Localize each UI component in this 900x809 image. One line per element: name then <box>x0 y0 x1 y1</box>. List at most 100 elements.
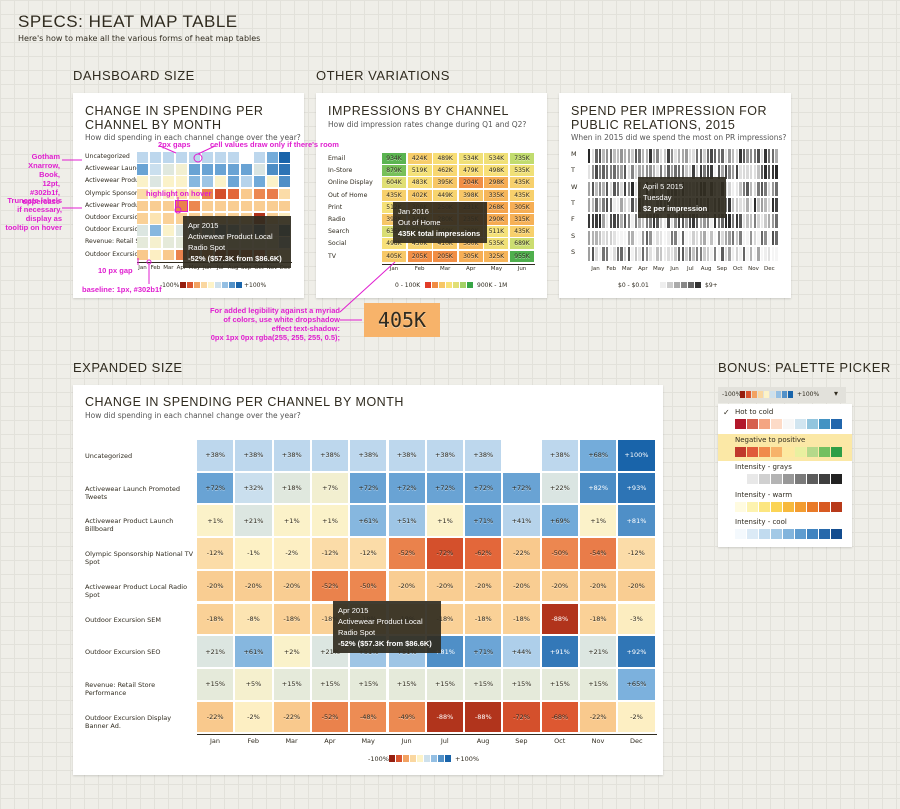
tooltip-label: Tuesday <box>643 193 672 202</box>
barcode-bar <box>609 165 612 180</box>
heat-cell <box>253 200 265 212</box>
annotation: Truncate labels if necessary, display as… <box>5 196 62 232</box>
barcode-bar <box>634 230 638 245</box>
legend-high: 900K - 1M <box>477 282 508 289</box>
legend-swatch <box>771 474 782 484</box>
heat-cell: +15% <box>350 668 387 700</box>
barcode-bar <box>663 165 666 180</box>
heat-cell <box>162 237 174 248</box>
barcode-bar <box>591 149 594 163</box>
legend-swatch <box>431 755 437 762</box>
annotation: highlight on hover <box>146 189 212 198</box>
heat-cell: +15% <box>503 668 540 700</box>
barcode-bar <box>685 165 688 180</box>
barcode-bar <box>732 214 735 229</box>
heat-cell <box>137 237 148 248</box>
barcode-bar <box>681 246 684 261</box>
barcode-bar <box>606 246 609 261</box>
legend-swatch <box>771 529 782 539</box>
heat-cell: 205K <box>407 250 432 262</box>
legend-low: -100% <box>160 282 180 289</box>
heat-cell: +7% <box>311 472 349 504</box>
barcode-bar <box>620 181 623 196</box>
heat-cell: 268K <box>484 201 509 213</box>
barcode-bar <box>760 149 764 163</box>
heat-cell: -20% <box>541 570 578 602</box>
heat-cell: +92% <box>618 636 655 667</box>
barcode-bar <box>606 181 609 196</box>
legend-swatch <box>771 446 782 457</box>
legend-low: $0 - $0.01 <box>618 282 649 289</box>
heat-cell <box>149 200 161 212</box>
barcode-bar <box>616 197 620 212</box>
heat-cell <box>266 200 278 212</box>
dropdown: ✓ Hot to cold Negative to positive Intensit… <box>718 404 852 547</box>
barcode-bar <box>656 214 659 229</box>
palette-option[interactable]: Intensity - cool <box>735 518 787 526</box>
heat-cell: +15% <box>541 668 578 700</box>
barcode-bar <box>742 149 746 163</box>
heat-cell <box>188 164 200 175</box>
column-label: Aug <box>700 266 712 272</box>
barcode-bar <box>634 165 638 180</box>
column-label: Apr <box>176 265 187 271</box>
barcode-bar <box>624 181 627 196</box>
barcode-bar <box>764 197 767 212</box>
barcode-bar <box>613 181 616 196</box>
barcode-bar <box>757 197 760 212</box>
heat-cell <box>503 440 540 471</box>
row-label: Activewear Product Local Radio Spot <box>85 582 188 599</box>
barcode-bar <box>692 165 695 180</box>
heat-cell: +61% <box>350 505 387 537</box>
heat-cell: +72% <box>197 472 234 504</box>
column-label: Apr <box>466 266 476 272</box>
palette-option[interactable]: Intensity - grays <box>735 463 792 471</box>
heat-cell: +38% <box>235 440 272 471</box>
heat-cell: -3% <box>618 603 655 635</box>
heat-cell: -20% <box>503 570 540 602</box>
barcode-bar <box>735 230 738 245</box>
barcode-bar <box>728 149 731 163</box>
barcode-bar <box>717 214 720 229</box>
barcode-bar <box>768 246 771 261</box>
legend-swatch <box>783 446 794 457</box>
palette-option[interactable]: Intensity - warm <box>735 490 793 499</box>
row-label: Olympic Sponsorship National TV Spot <box>85 550 194 567</box>
barcode-bar <box>714 246 717 261</box>
barcode-bar <box>591 181 594 196</box>
annotation: For added legibility against a myriad of… <box>209 306 340 333</box>
heat-cell: -1% <box>235 538 272 569</box>
barcode-bar <box>609 214 612 229</box>
heat-cell <box>149 225 161 236</box>
barcode-bar <box>613 230 616 245</box>
barcode-bar <box>746 165 749 180</box>
tooltip-label: Activewear Product Local Radio Spot <box>188 232 273 252</box>
palette-option[interactable]: Hot to cold <box>735 408 774 416</box>
row-label: Uncategorized <box>85 452 133 460</box>
barcode-bar <box>663 214 666 229</box>
row-label: Revenue: Retail Stor <box>85 238 137 246</box>
barcode-bar <box>638 246 641 261</box>
tooltip-value: $2 per impression <box>643 204 708 213</box>
heat-cell: 511K <box>484 226 509 238</box>
heat-cell <box>266 152 278 163</box>
heat-cell: +68% <box>580 440 617 471</box>
legend-swatch <box>735 474 746 484</box>
row-label: Social <box>328 240 347 248</box>
baseline <box>197 734 657 735</box>
heat-cell: +38% <box>350 440 387 471</box>
heat-cell <box>162 188 174 200</box>
barcode-bar <box>706 149 710 163</box>
heat-cell: -22% <box>197 701 234 733</box>
legend-swatch <box>788 391 793 398</box>
heat-cell: -18% <box>273 603 310 635</box>
heat-cell: 435K <box>510 177 534 189</box>
heat-cell: 534K <box>458 153 483 164</box>
heat-cell <box>175 164 187 175</box>
heat-cell <box>227 188 239 200</box>
barcode-bar <box>645 214 648 229</box>
barcode-bar <box>598 230 602 245</box>
palette-option[interactable]: Negative to positive <box>735 435 806 444</box>
barcode-bar <box>717 246 720 261</box>
legend-swatch <box>783 419 794 429</box>
